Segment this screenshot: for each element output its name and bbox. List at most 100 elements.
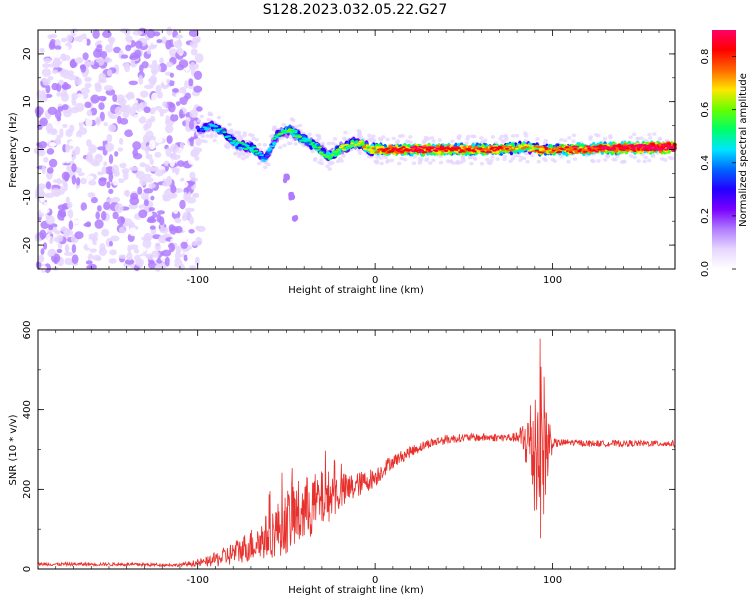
spectrogram-cell <box>297 135 303 138</box>
spectrogram-cell <box>286 141 292 146</box>
spectrogram-cell <box>195 225 201 231</box>
spectrogram-cell <box>80 177 87 185</box>
spectrogram-cell <box>385 160 390 164</box>
spectrogram-cell <box>194 53 204 63</box>
spectrogram-cell <box>479 161 485 166</box>
spectrogram-cell <box>483 148 489 151</box>
spectrogram-cell <box>122 170 129 181</box>
spectrogram-cell <box>63 109 72 118</box>
spectrogram-cell <box>42 63 51 69</box>
spectrogram-cell <box>51 69 59 74</box>
spectrogram-cell <box>499 147 504 149</box>
spectrogram-cell <box>188 78 194 87</box>
spectrogram-cell <box>466 148 471 150</box>
spectrogram-cell <box>490 135 495 139</box>
spectrogram-cell <box>86 109 93 117</box>
x-tick-label: -100 <box>186 575 209 586</box>
spectrogram-cell <box>161 249 172 257</box>
spectrogram-cell <box>628 135 633 139</box>
spectrogram-cell <box>279 132 284 135</box>
spectrogram-cell <box>168 102 176 113</box>
spectrogram-cell <box>536 159 541 164</box>
spectrogram-cell <box>44 93 53 98</box>
spectrogram-cell <box>146 28 156 39</box>
x-tick-label: 0 <box>372 575 378 586</box>
spectrogram-cell <box>564 146 569 149</box>
spectrogram-cell <box>231 141 236 144</box>
spectrogram-cell <box>47 106 58 115</box>
y-tick-label: 0 <box>22 146 33 152</box>
spectrogram-cell <box>169 258 175 267</box>
spectrogram-cell <box>365 144 371 147</box>
spectrogram-cell <box>61 37 67 43</box>
spectrogram-cell <box>587 147 592 150</box>
spectrogram-cell <box>233 143 239 146</box>
spectrogram-cell <box>99 111 105 122</box>
spectrogram-cell <box>62 69 70 79</box>
spectrogram-cell <box>164 256 170 267</box>
spectrogram-cell <box>108 188 114 194</box>
spectrogram-cell <box>52 60 63 66</box>
spectrogram-cell <box>92 254 101 261</box>
snr-series-line <box>37 338 676 568</box>
spectrogram-cell <box>61 53 67 62</box>
spectrogram-cell <box>143 188 154 194</box>
spectrogram-cell <box>73 158 83 163</box>
spectrogram-cell <box>175 34 184 39</box>
spectrogram-cell <box>148 183 156 189</box>
spectrogram-cell <box>189 216 194 225</box>
spectrogram-cell <box>86 239 93 249</box>
spectrogram-cell <box>105 44 113 53</box>
spectrogram-cell <box>335 159 341 164</box>
spectrogram-cell <box>85 260 93 265</box>
spectrogram-cell <box>124 129 134 137</box>
spectrogram-cell <box>108 154 114 164</box>
spectrogram-cell <box>530 153 535 158</box>
spectrogram-cell <box>67 201 73 209</box>
spectrogram-cell <box>128 80 138 86</box>
spectrogram-cell <box>57 156 67 164</box>
spectrogram-cell <box>269 134 274 139</box>
spectrogram-cell <box>632 155 637 160</box>
spectrogram-cell <box>39 229 47 240</box>
spectrogram-cell <box>450 139 455 144</box>
spectrogram-cell <box>266 149 271 152</box>
spectrogram-cell <box>187 251 195 261</box>
spectrogram-cell <box>146 48 152 55</box>
spectrogram-cell <box>77 172 85 177</box>
spectrogram-cell <box>319 158 324 162</box>
spectrogram-cell <box>168 202 174 211</box>
spectrogram-cell <box>519 155 524 160</box>
spectrogram-cell <box>469 161 474 166</box>
spectrogram-cell <box>119 137 124 145</box>
y-tick-label: 600 <box>22 320 33 339</box>
spectrogram-cell <box>330 141 336 146</box>
spectrogram-cell <box>178 109 184 119</box>
spectrogram-cell <box>262 159 267 162</box>
spectrogram-cell <box>43 242 48 250</box>
spectrogram-cell <box>83 209 93 215</box>
spectrogram-cell <box>449 149 454 152</box>
spectrogram-cell <box>101 210 107 221</box>
spectrogram-cell <box>123 190 130 196</box>
spectrogram-cell <box>170 237 180 243</box>
spectrogram-cell <box>495 157 500 161</box>
spectrogram-cell <box>621 160 626 164</box>
spectrogram-cell <box>165 124 174 134</box>
spectrogram-cell <box>525 160 530 164</box>
spectrogram-cell <box>143 106 151 114</box>
spectrogram-cell <box>149 158 154 166</box>
spectrogram-cell <box>637 146 642 149</box>
spectrogram-cell <box>117 158 124 164</box>
spectrogram-cell <box>173 258 183 268</box>
spectrogram-cell <box>42 78 51 86</box>
spectrogram-cell <box>45 181 52 190</box>
spectrogram-cell <box>408 148 413 151</box>
spectrogram-cell <box>126 251 133 261</box>
spectrogram-cell <box>170 185 177 194</box>
spectrogram-cell <box>221 129 226 132</box>
spectrogram-cell <box>143 199 149 207</box>
spectrogram-cell <box>611 148 616 151</box>
spectrogram-cell <box>88 180 97 186</box>
spectrogram-cell <box>281 122 286 127</box>
